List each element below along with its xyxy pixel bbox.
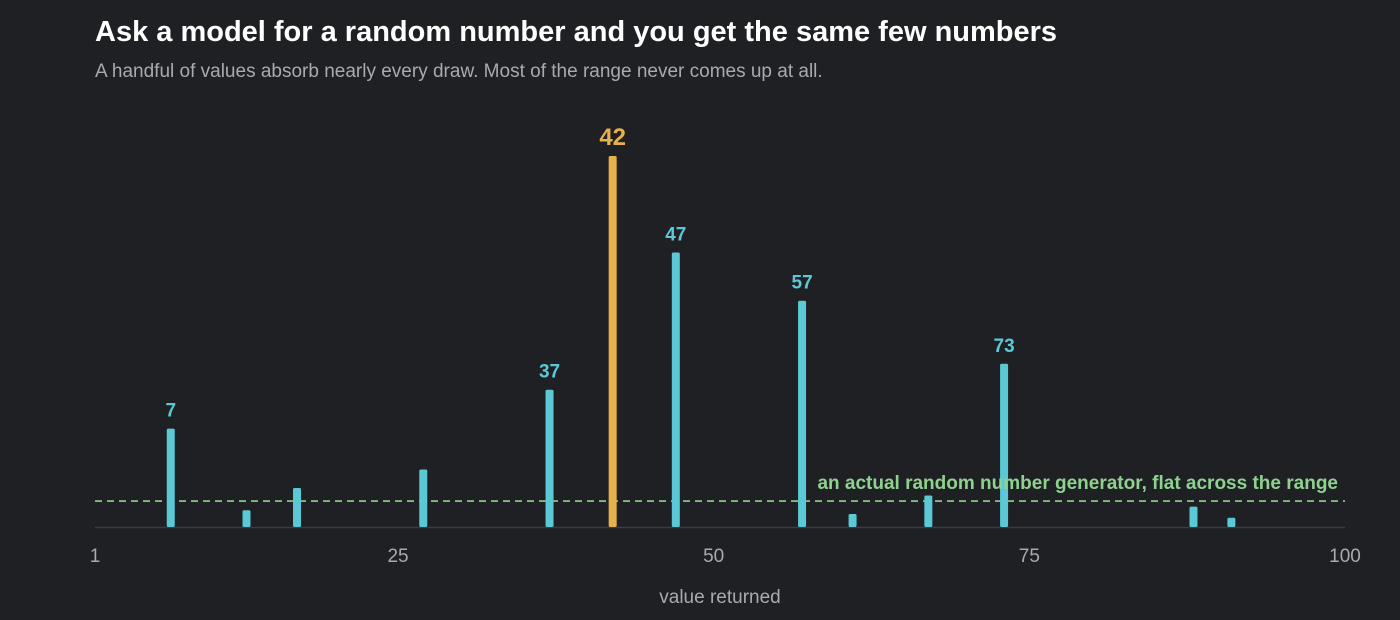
data-label: 47 [665,224,686,245]
x-tick-label: 25 [387,546,408,567]
chart-subtitle: A handful of values absorb nearly every … [95,61,823,82]
bar [1189,506,1198,527]
data-label: 7 [165,401,176,422]
bar [242,510,251,527]
data-label: 37 [539,362,560,383]
bar [1000,363,1009,527]
x-tick-label: 100 [1329,546,1361,567]
bar [671,252,680,527]
x-tick-label: 1 [90,546,101,567]
reference-line-label: an actual random number generator, flat … [817,473,1338,494]
bar-highlight [608,156,617,527]
bar [293,488,302,527]
data-label: 42 [599,124,626,151]
bar [924,495,933,527]
x-tick-label: 50 [703,546,724,567]
bar [419,469,428,527]
x-tick-label: 75 [1019,546,1040,567]
bar [1227,517,1236,527]
data-label: 57 [792,273,813,294]
bar [166,428,175,527]
data-label: 73 [994,336,1015,357]
bar [545,389,554,527]
x-axis-label: value returned [659,587,780,608]
chart-title: Ask a model for a random number and you … [95,16,1058,48]
bar [798,300,807,527]
bar [848,514,857,527]
